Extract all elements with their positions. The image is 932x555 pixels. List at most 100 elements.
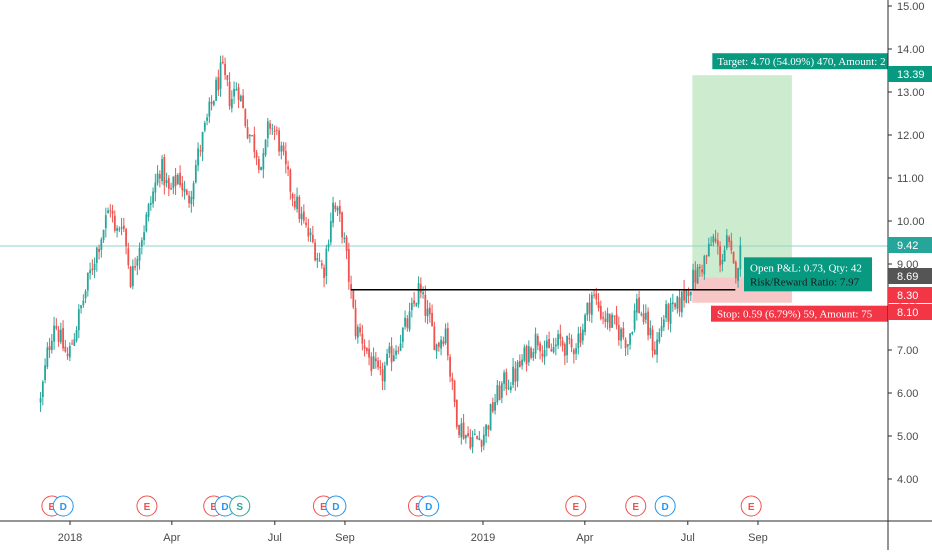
candle-body [347, 248, 350, 282]
target-zone[interactable] [692, 75, 792, 278]
candle-body [552, 346, 555, 353]
event-marker[interactable]: E [740, 495, 762, 517]
candle-body [170, 188, 172, 190]
candle-body [305, 222, 307, 226]
candle-body [593, 294, 595, 296]
candle [593, 289, 595, 299]
candle [131, 259, 134, 290]
candle [426, 300, 429, 325]
candle [478, 431, 481, 441]
event-marker[interactable]: E [565, 495, 587, 517]
candle [638, 291, 640, 314]
candle-body [44, 365, 46, 380]
event-marker[interactable]: D [418, 495, 440, 517]
candle-body [206, 117, 208, 121]
candle [617, 316, 620, 346]
candle [604, 310, 607, 328]
candle [289, 168, 292, 200]
candle-body [248, 134, 251, 137]
candle [665, 300, 667, 323]
candle-body [572, 349, 575, 355]
event-marker[interactable]: D [654, 495, 676, 517]
candle-body [41, 381, 44, 398]
candle-body [539, 343, 541, 352]
candle [442, 336, 445, 347]
candle-body [431, 312, 433, 327]
candle-body [651, 329, 654, 351]
candle-body [514, 368, 517, 382]
event-marker[interactable]: D [325, 495, 347, 517]
candle-body [464, 434, 467, 439]
event-marker[interactable]: S [229, 495, 251, 517]
candle [728, 235, 730, 248]
candle-body [120, 227, 123, 229]
candle-body [417, 283, 420, 305]
candle-body [86, 272, 89, 291]
y-tick-label: 15.00 [897, 1, 925, 13]
event-marker[interactable]: E [136, 495, 158, 517]
candle [183, 180, 186, 200]
candle-body [732, 251, 735, 264]
candle-body [192, 183, 195, 200]
candle [527, 340, 530, 366]
candle [437, 341, 440, 352]
candle-body [140, 240, 143, 247]
candle [536, 333, 539, 351]
candle-body [703, 256, 706, 275]
candle-body [212, 100, 215, 105]
candle [208, 97, 211, 124]
candle-body [449, 356, 451, 377]
candle [523, 344, 526, 363]
candle-body [563, 344, 566, 356]
candle [167, 175, 170, 197]
candle-body [354, 308, 357, 337]
candle-body [269, 123, 271, 129]
candle-body [338, 205, 341, 215]
candle-body [426, 308, 429, 317]
candle-body [311, 234, 314, 242]
candle-body [503, 372, 505, 384]
candle [152, 187, 154, 208]
candle-body [631, 332, 634, 334]
candle [140, 237, 143, 255]
candle [334, 202, 337, 213]
price-axis-label: 8.10 [897, 307, 918, 319]
candle-body [336, 207, 339, 211]
candle-body [343, 237, 346, 240]
candle [298, 195, 301, 223]
candle-body [518, 360, 521, 368]
target-label-box [712, 53, 888, 70]
candle [116, 225, 118, 238]
candle [557, 329, 559, 349]
candle-body [674, 303, 676, 308]
candle [507, 379, 510, 391]
candle [498, 381, 501, 401]
candle-body [71, 343, 73, 345]
candle [512, 358, 514, 389]
candle-body [113, 215, 116, 231]
candle-body [433, 326, 436, 350]
candle [307, 218, 310, 242]
candle-body [68, 345, 71, 358]
candle-body [478, 437, 481, 441]
event-marker[interactable]: D [52, 495, 74, 517]
y-tick-label: 11.00 [897, 173, 924, 185]
candle [269, 120, 271, 135]
x-axis-ticks[interactable]: 2018 Apr Jul Sep 2019 Apr Jul Sep [58, 521, 768, 544]
candle-body [242, 95, 244, 108]
candle-body [50, 340, 53, 351]
candle [50, 333, 53, 354]
event-marker[interactable]: E [625, 495, 647, 517]
candle [570, 334, 573, 353]
candle-body [293, 201, 296, 208]
candle-body [559, 333, 562, 339]
candle-body [386, 353, 388, 365]
candle-body [246, 127, 249, 139]
candle [539, 341, 541, 360]
candle [392, 348, 395, 362]
candle-body [662, 319, 665, 328]
candle [158, 170, 161, 188]
candle [345, 235, 348, 260]
